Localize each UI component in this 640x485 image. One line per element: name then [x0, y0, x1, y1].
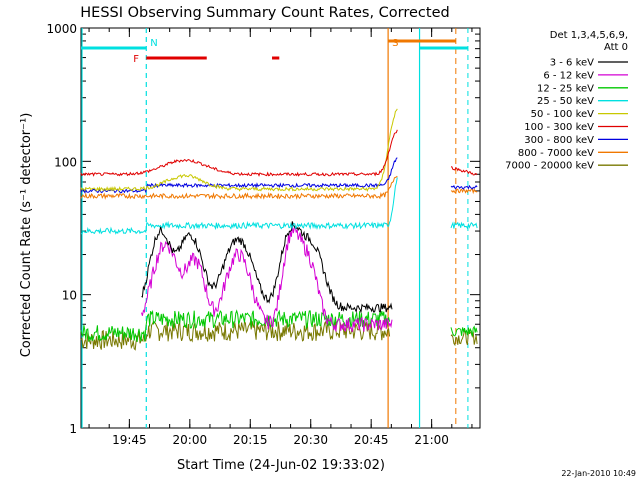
series-line-7000-20000 [80, 320, 391, 351]
x-tick-label: 21:00 [414, 433, 449, 447]
y-tick-label: 1 [69, 422, 77, 436]
series-line-3-6 [141, 221, 393, 314]
x-tick-label: 20:45 [354, 433, 389, 447]
marker-label-N: N [150, 38, 157, 49]
series-line-300-800-b [450, 184, 478, 190]
x-axis-label: Start Time (24-Jun-02 19:33:02) [177, 458, 385, 473]
series-line-800-7000 [80, 175, 398, 200]
x-tick-label: 19:45 [112, 433, 147, 447]
legend-label: 7000 - 20000 keV [505, 161, 594, 172]
series-line-12-25 [80, 309, 391, 342]
series-line-25-50 [80, 177, 398, 235]
x-tick-label: 20:30 [293, 433, 328, 447]
legend-label: 50 - 100 keV [531, 109, 595, 120]
flag-label-F: F [133, 54, 139, 65]
chart-title: HESSI Observing Summary Count Rates, Cor… [80, 5, 449, 21]
legend-label: 3 - 6 keV [550, 58, 594, 69]
series-line-300-800 [80, 157, 398, 194]
series-line-100-300 [80, 129, 398, 177]
legend-label: 12 - 25 keV [537, 83, 594, 94]
y-tick-label: 10 [62, 289, 77, 303]
series-line-50-100 [80, 108, 398, 192]
legend-label: 100 - 300 keV [524, 122, 594, 133]
x-tick-label: 20:00 [173, 433, 208, 447]
y-tick-label: 1000 [46, 22, 77, 36]
legend-header-detectors: Det 1,3,4,5,6,9, [550, 30, 628, 41]
x-tick-label: 20:15 [233, 433, 268, 447]
legend-label: 6 - 12 keV [543, 70, 594, 81]
series-line-100-300-b [450, 166, 478, 176]
marker-label-S: S [392, 38, 398, 49]
y-axis-label: Corrected Count Rate (s⁻¹ detector⁻¹) [19, 113, 34, 358]
series-line-6-12 [141, 224, 393, 333]
plot-frame [80, 27, 481, 429]
legend-header-attenuator: Att 0 [604, 42, 628, 53]
y-tick-label: 100 [54, 155, 77, 169]
series-line-800-7000-b [450, 188, 478, 195]
legend-label: 25 - 50 keV [537, 96, 594, 107]
series-line-25-50-b [450, 221, 478, 230]
legend-label: 300 - 800 keV [524, 135, 594, 146]
series-line-12-25-b [450, 325, 478, 337]
footer-timestamp: 22-Jan-2010 10:49 [561, 469, 636, 478]
legend-label: 800 - 7000 keV [518, 148, 594, 159]
